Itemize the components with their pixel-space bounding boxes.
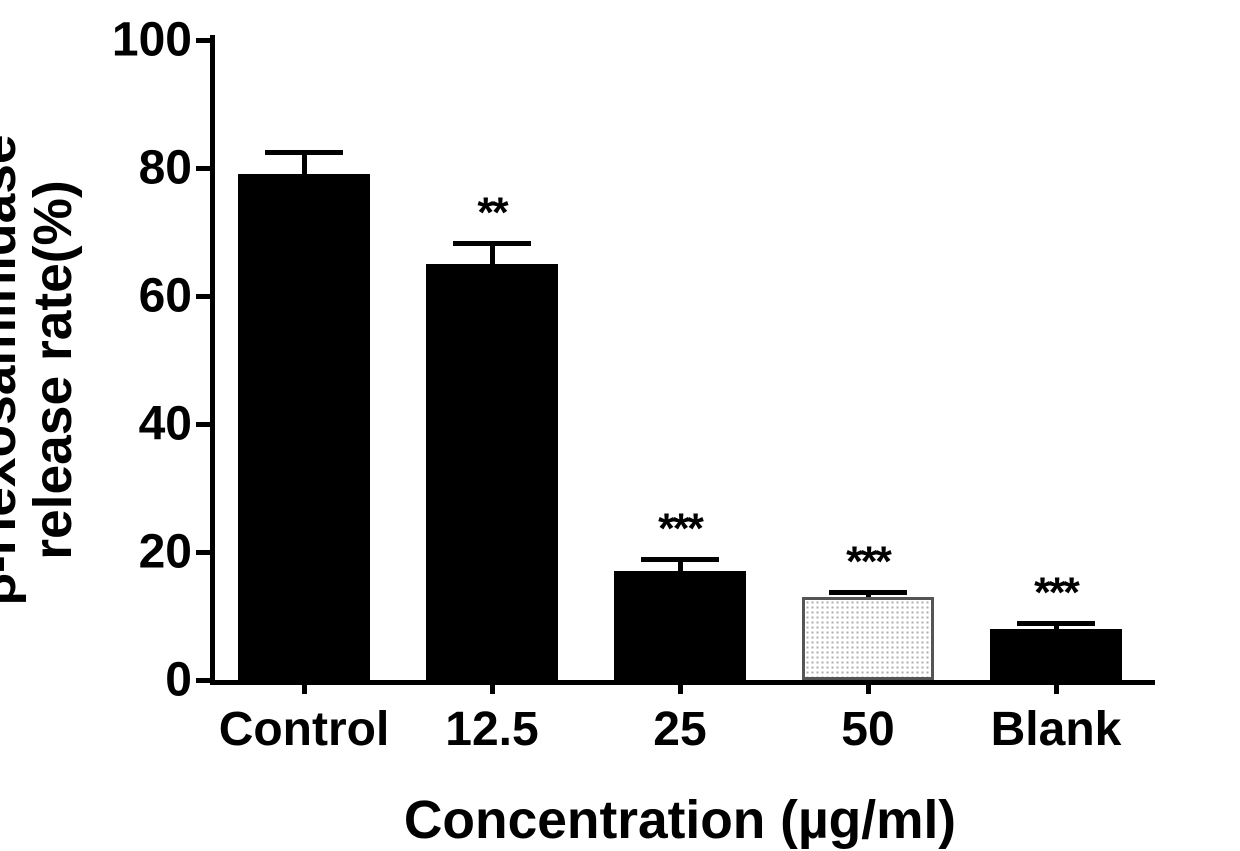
bar xyxy=(614,571,746,680)
error-bar-cap xyxy=(641,557,720,562)
x-tick-label: Control xyxy=(219,702,390,757)
y-tick-label: 60 xyxy=(139,269,192,324)
y-tick xyxy=(196,422,210,427)
y-tick xyxy=(196,38,210,43)
bar xyxy=(990,629,1122,680)
y-tick-label: 100 xyxy=(112,13,192,68)
bar xyxy=(238,174,370,680)
y-axis-line xyxy=(210,35,215,680)
y-tick xyxy=(196,550,210,555)
error-bar-cap xyxy=(453,241,532,246)
significance-marker: *** xyxy=(846,538,890,587)
y-tick xyxy=(196,678,210,683)
x-tick xyxy=(1054,680,1059,694)
error-bar-cap xyxy=(1017,621,1096,626)
x-tick xyxy=(490,680,495,694)
y-tick-label: 20 xyxy=(139,525,192,580)
x-tick-label: Blank xyxy=(991,702,1122,757)
x-tick xyxy=(678,680,683,694)
error-bar-stem xyxy=(302,152,307,174)
significance-marker: ** xyxy=(477,189,506,238)
bar xyxy=(802,597,934,680)
y-tick xyxy=(196,166,210,171)
y-tick-label: 0 xyxy=(165,653,192,708)
error-bar-stem xyxy=(490,244,495,264)
y-axis-title-line2: release rate(%) xyxy=(26,60,82,680)
significance-marker: *** xyxy=(1034,569,1078,618)
x-tick xyxy=(866,680,871,694)
y-tick-label: 40 xyxy=(139,397,192,452)
y-axis-title-line1: β-Hexosaminidase xyxy=(0,60,26,680)
y-tick-label: 80 xyxy=(139,141,192,196)
error-bar-cap xyxy=(829,590,908,595)
significance-marker: *** xyxy=(658,505,702,554)
x-axis-line xyxy=(210,680,1155,685)
y-axis-title: β-Hexosaminidase release rate(%) xyxy=(0,60,82,680)
y-tick xyxy=(196,294,210,299)
bar-pattern-dotted xyxy=(805,600,931,677)
x-tick-label: 12.5 xyxy=(445,702,538,757)
x-tick xyxy=(302,680,307,694)
error-bar-cap xyxy=(265,150,344,155)
bar-chart: β-Hexosaminidase release rate(%) Concent… xyxy=(0,0,1240,850)
bar xyxy=(426,264,558,680)
x-tick-label: 25 xyxy=(653,702,706,757)
plot-area: 020406080100Control12.5**25***50***Blank… xyxy=(210,40,1150,680)
x-axis-title: Concentration (µg/ml) xyxy=(210,790,1150,851)
x-tick-label: 50 xyxy=(841,702,894,757)
